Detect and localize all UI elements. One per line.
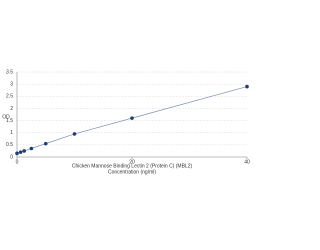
data-point <box>130 116 134 120</box>
data-point <box>18 150 23 154</box>
data-point <box>245 84 249 89</box>
y-tick-label: 3 <box>10 81 13 87</box>
y-tick-label: 3.5 <box>6 69 13 75</box>
data-point <box>29 146 34 151</box>
data-point <box>72 132 77 136</box>
fit-line <box>16 86 248 154</box>
data-point <box>15 151 19 156</box>
y-tick-label: 1.5 <box>6 118 13 124</box>
x-axis-label: Chicken Mannose Binding Lectin 2 (Protei… <box>72 163 193 169</box>
y-tick-label: 2.5 <box>6 94 13 100</box>
chart: Chicken Mannose Binding Lectin 2 (Protei… <box>2 69 250 175</box>
y-tick-label: 0 <box>10 154 13 160</box>
y-tick-label: 1 <box>10 130 13 136</box>
data-point <box>43 141 48 146</box>
y-tick-label: 2 <box>10 106 13 112</box>
x-tick-label: 20 <box>129 159 135 165</box>
x-tick-label: 0 <box>16 159 19 165</box>
x-axis-label-units: Concentration (ng/ml) <box>108 169 156 175</box>
y-axis-label: OD <box>2 114 10 120</box>
y-tick-label: 0.5 <box>6 142 13 148</box>
x-tick-label: 40 <box>244 159 250 165</box>
data-point <box>22 149 26 153</box>
